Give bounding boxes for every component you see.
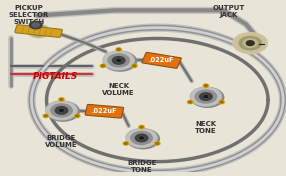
Text: BRIDGE
TONE: BRIDGE TONE <box>127 160 156 173</box>
Circle shape <box>124 143 127 144</box>
Circle shape <box>55 107 68 114</box>
Circle shape <box>191 88 224 107</box>
Circle shape <box>155 142 160 145</box>
Circle shape <box>116 59 121 62</box>
Text: NECK
TONE: NECK TONE <box>195 121 217 134</box>
Circle shape <box>31 26 47 36</box>
Circle shape <box>139 137 144 139</box>
Circle shape <box>47 101 76 119</box>
Circle shape <box>131 131 152 144</box>
Circle shape <box>46 101 77 120</box>
Text: NECK
VOLUME: NECK VOLUME <box>102 83 135 96</box>
Circle shape <box>135 134 148 142</box>
Circle shape <box>28 24 49 38</box>
Circle shape <box>139 125 144 129</box>
Circle shape <box>189 101 192 103</box>
FancyBboxPatch shape <box>142 52 181 68</box>
Text: .022uF: .022uF <box>149 57 174 63</box>
Circle shape <box>188 100 193 104</box>
Circle shape <box>116 48 121 51</box>
Circle shape <box>117 49 120 50</box>
Circle shape <box>59 98 64 101</box>
Text: PICKUP
SELECTOR
SWITCH: PICKUP SELECTOR SWITCH <box>9 5 49 25</box>
Circle shape <box>246 41 254 45</box>
FancyBboxPatch shape <box>15 25 62 37</box>
FancyBboxPatch shape <box>85 104 124 118</box>
Circle shape <box>203 84 208 87</box>
Circle shape <box>140 137 144 139</box>
Circle shape <box>243 39 257 47</box>
Circle shape <box>108 54 129 67</box>
Circle shape <box>103 51 134 70</box>
Circle shape <box>44 115 47 117</box>
Circle shape <box>51 104 72 117</box>
Text: .022uF: .022uF <box>92 108 117 114</box>
Circle shape <box>126 129 157 147</box>
Circle shape <box>195 90 217 103</box>
Circle shape <box>190 87 222 106</box>
Circle shape <box>43 114 48 117</box>
Circle shape <box>133 65 136 67</box>
Circle shape <box>32 23 39 27</box>
Circle shape <box>219 100 224 104</box>
Circle shape <box>191 88 221 106</box>
Circle shape <box>233 33 267 54</box>
Circle shape <box>29 21 42 29</box>
Circle shape <box>123 142 128 145</box>
Circle shape <box>200 93 212 100</box>
Text: OUTPUT
JACK: OUTPUT JACK <box>212 5 245 18</box>
Circle shape <box>220 101 223 103</box>
Circle shape <box>204 95 208 98</box>
Circle shape <box>59 109 64 112</box>
Circle shape <box>239 36 261 50</box>
Circle shape <box>76 115 79 117</box>
Circle shape <box>140 126 143 128</box>
Circle shape <box>47 101 79 121</box>
Circle shape <box>59 109 63 112</box>
Circle shape <box>75 114 80 117</box>
Circle shape <box>204 95 208 98</box>
Circle shape <box>235 34 266 53</box>
Text: BRIDGE
VOLUME: BRIDGE VOLUME <box>45 134 78 147</box>
Circle shape <box>100 64 106 67</box>
Circle shape <box>102 65 104 67</box>
Circle shape <box>132 64 137 67</box>
Circle shape <box>127 129 156 147</box>
Circle shape <box>60 99 63 100</box>
Circle shape <box>104 51 134 69</box>
Circle shape <box>204 85 207 87</box>
Circle shape <box>104 51 136 71</box>
Text: PIGTAILS: PIGTAILS <box>33 72 78 81</box>
Circle shape <box>156 143 159 144</box>
Circle shape <box>112 57 125 64</box>
Circle shape <box>117 59 121 62</box>
Circle shape <box>127 129 159 149</box>
